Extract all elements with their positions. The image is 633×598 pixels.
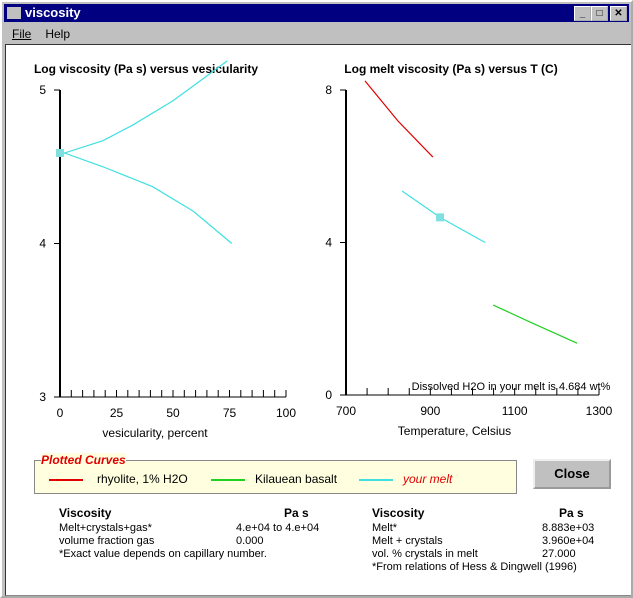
series-line xyxy=(364,80,434,158)
plotted-curves-legend: Plotted Curves rhyolite, 1% H2O Kilauean… xyxy=(34,453,517,494)
row-value: 3.960e+04 xyxy=(542,535,595,547)
minimize-button[interactable]: _ xyxy=(574,6,591,21)
left-header-viscosity: Viscosity xyxy=(59,506,112,520)
close-window-button[interactable]: ✕ xyxy=(610,6,627,21)
y-tick-label: 3 xyxy=(39,390,46,404)
app-icon xyxy=(7,7,21,19)
legend-swatch-rhyolite xyxy=(49,479,83,481)
x-axis-label: Temperature, Celsius xyxy=(398,424,511,438)
legend-label-rhyolite: rhyolite, 1% H2O xyxy=(97,472,188,486)
plots: Log viscosity (Pa s) versus vesicularity… xyxy=(34,60,613,440)
row-value: 8.883e+03 xyxy=(542,522,595,534)
y-tick-label: 4 xyxy=(39,237,46,251)
row-label: Melt + crystals xyxy=(372,535,443,547)
maximize-button[interactable]: □ xyxy=(591,6,608,21)
left-header-units: Pa s xyxy=(284,506,309,520)
x-tick-label: 1300 xyxy=(586,404,613,418)
x-tick-label: 1100 xyxy=(502,404,528,418)
y-tick-label: 0 xyxy=(325,388,332,402)
left-note: *Exact value depends on capillary number… xyxy=(59,548,267,560)
menu-file[interactable]: File xyxy=(12,27,32,41)
x-tick-label: 900 xyxy=(420,404,440,418)
x-tick-label: 700 xyxy=(336,404,356,418)
row-value: 0.000 xyxy=(236,535,264,547)
legend-title: Plotted Curves xyxy=(41,453,126,467)
x-tick-label: 100 xyxy=(276,406,296,420)
window-title: viscosity xyxy=(25,5,81,20)
chart-title: Log viscosity (Pa s) versus vesicularity xyxy=(34,62,258,76)
row-label: Melt* xyxy=(372,522,398,534)
x-tick-label: 25 xyxy=(110,406,124,420)
series-line xyxy=(492,304,578,344)
x-axis-label: vesicularity, percent xyxy=(102,426,208,440)
chart-annotation: Dissolved H2O in your melt is 4.684 wt% xyxy=(412,381,611,393)
menu-bar: File Help xyxy=(4,24,76,44)
row-label: Melt+crystals+gas* xyxy=(59,522,152,534)
right-note: *From relations of Hess & Dingwell (1996… xyxy=(372,561,577,573)
row-value: 4.e+04 to 4.e+04 xyxy=(236,522,320,534)
series-line xyxy=(60,150,233,244)
title-bar: viscosity xyxy=(4,4,629,22)
x-tick-label: 75 xyxy=(223,406,237,420)
right-results-table: Viscosity Pa s Melt* 8.883e+03 Melt + crys… xyxy=(372,507,622,574)
y-tick-label: 4 xyxy=(325,236,332,250)
y-tick-label: 5 xyxy=(39,83,46,97)
right-header-viscosity: Viscosity xyxy=(372,506,425,520)
menu-help[interactable]: Help xyxy=(45,27,71,41)
close-button[interactable]: Close xyxy=(533,459,611,489)
row-label: vol. % crystals in melt xyxy=(372,548,478,560)
right-header-units: Pa s xyxy=(559,506,584,520)
current-point-marker xyxy=(56,148,64,157)
client-area: Log viscosity (Pa s) versus vesicularity… xyxy=(5,44,631,596)
left-results-table: Viscosity Pa s Melt+crystals+gas* 4.e+04 t… xyxy=(59,507,349,561)
legend-swatch-your-melt xyxy=(359,479,393,481)
row-label: volume fraction gas xyxy=(59,535,155,547)
x-tick-label: 50 xyxy=(166,406,180,420)
current-point-marker xyxy=(436,213,445,222)
row-value: 27.000 xyxy=(542,548,576,560)
legend-label-basalt: Kilauean basalt xyxy=(255,472,338,486)
legend-label-your-melt: your melt xyxy=(403,472,453,486)
legend-swatch-basalt xyxy=(211,479,245,481)
chart-title: Log melt viscosity (Pa s) versus T (C) xyxy=(344,62,557,76)
y-tick-label: 8 xyxy=(325,83,332,97)
series-line xyxy=(60,60,228,156)
x-tick-label: 0 xyxy=(57,406,64,420)
